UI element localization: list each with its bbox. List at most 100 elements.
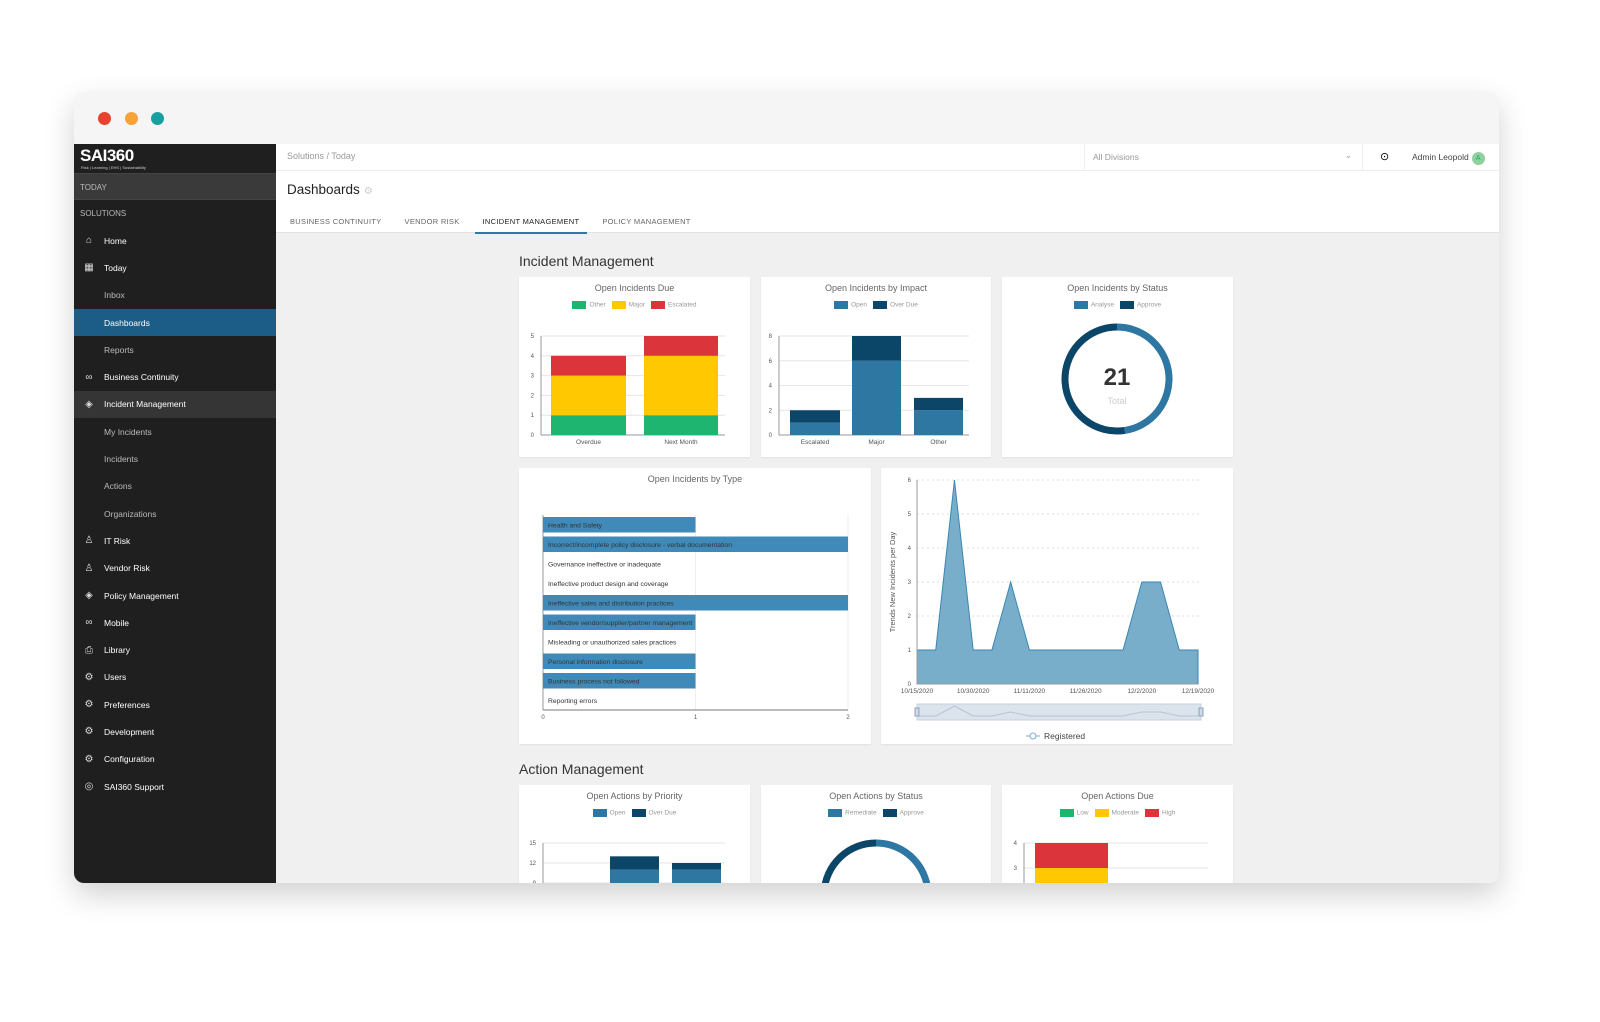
y-tick-label: 0 xyxy=(531,433,535,439)
chart-legend: Other Major Escalated xyxy=(519,301,750,309)
section-title-action: Action Management xyxy=(519,761,644,777)
minimize-window-button[interactable] xyxy=(125,112,138,125)
calendar-icon: ▦ xyxy=(84,262,94,274)
tab-incident-management[interactable]: INCIDENT MANAGEMENT xyxy=(474,214,588,234)
user-menu[interactable]: Admin Leopold A xyxy=(1412,152,1485,165)
legend-item[interactable]: Approve xyxy=(1119,301,1161,309)
sidebar-item-it-risk[interactable]: ♙ IT Risk xyxy=(74,527,276,554)
chart-legend: Remediate Approve xyxy=(761,809,991,817)
sidebar-item-dashboards[interactable]: Dashboards xyxy=(74,308,276,337)
sidebar-item-today[interactable]: ▦ Today xyxy=(74,254,276,281)
bar xyxy=(543,517,696,533)
sidebar-item-business-continuity[interactable]: ∞ Business Continuity xyxy=(74,363,276,390)
sidebar-item-vendor-risk[interactable]: ♙ Vendor Risk xyxy=(74,555,276,582)
close-window-button[interactable] xyxy=(98,112,111,125)
legend-swatch xyxy=(1119,301,1134,309)
sidebar-item-organizations[interactable]: Organizations xyxy=(74,500,276,527)
division-select[interactable]: All Divisions ⌄ xyxy=(1084,144,1363,171)
chart-svg: 0 1 2 3 4 5 Overdue Next Month xyxy=(531,334,725,446)
y-tick-label: 2 xyxy=(531,393,535,399)
page-title: Dashboards ⚙ xyxy=(287,182,373,197)
help-icon[interactable]: ⊙ xyxy=(1380,151,1390,163)
legend-item[interactable]: Other xyxy=(572,301,606,309)
legend-item[interactable]: Escalated xyxy=(650,301,697,309)
y-tick-label: 2 xyxy=(908,614,912,620)
sidebar-item-actions[interactable]: Actions xyxy=(74,473,276,500)
division-value: All Divisions xyxy=(1093,152,1139,162)
sidebar-item-configuration[interactable]: ⚙ Configuration xyxy=(74,746,276,773)
chart-title: Open Actions by Priority xyxy=(586,791,683,801)
legend-item[interactable]: Major xyxy=(611,301,645,309)
sidebar-item-library[interactable]: ⎙ Library xyxy=(74,636,276,663)
tab-policy-management[interactable]: POLICY MANAGEMENT xyxy=(602,217,691,226)
gear-icon: ⚙ xyxy=(84,753,94,765)
sidebar-item-label: My Incidents xyxy=(104,426,152,437)
legend-item[interactable]: Over Due xyxy=(873,301,918,309)
sidebar-item-policy-management[interactable]: ◈ Policy Management xyxy=(74,582,276,609)
logo[interactable]: SAI360 Risk | Learning | EHS | Sustainabi… xyxy=(74,144,276,173)
maximize-window-button[interactable] xyxy=(151,112,164,125)
legend-item[interactable]: Low xyxy=(1059,809,1089,817)
legend-item[interactable]: Moderate xyxy=(1094,809,1139,817)
gear-icon: ⚙ xyxy=(84,671,94,683)
legend-item[interactable]: Open xyxy=(592,809,626,817)
sidebar-item-label: Incidents xyxy=(104,454,139,465)
x-tick-label: 10/30/2020 xyxy=(957,688,990,695)
chart-card-apriority: Open Actions by Priority Open Over Due 9 12 1… xyxy=(519,785,750,883)
legend-item[interactable]: Open xyxy=(834,301,867,309)
y-tick-label: 9 xyxy=(533,881,537,883)
sidebar-item-mobile[interactable]: ∞ Mobile xyxy=(74,609,276,636)
sidebar-today[interactable]: TODAY xyxy=(74,173,276,200)
legend-label: Major xyxy=(628,301,645,309)
y-tick-label: 6 xyxy=(908,478,912,484)
user-icon: ♙ xyxy=(84,535,94,547)
legend-item[interactable]: Approve xyxy=(882,809,924,817)
settings-gear-icon[interactable]: ⚙ xyxy=(363,186,373,197)
sidebar-item-home[interactable]: ⌂ Home xyxy=(74,227,276,254)
app-window: SAI360 Risk | Learning | EHS | Sustainabi… xyxy=(74,92,1499,883)
sidebar-item-development[interactable]: ⚙ Development xyxy=(74,718,276,745)
sidebar-item-reports[interactable]: Reports xyxy=(74,336,276,363)
chart-card-trend: 0 1 2 3 4 5 6 10/15/2020 10/30/2020 11/11/2020 11/… xyxy=(881,468,1233,744)
legend-item[interactable]: Over Due xyxy=(631,809,676,817)
tab-business-continuity[interactable]: BUSINESS CONTINUITY xyxy=(290,217,382,226)
sidebar-item-label: Dashboards xyxy=(104,317,150,328)
bar-label: Misleading or unauthorized sales practic… xyxy=(548,639,677,646)
sidebar-item-sai360-support[interactable]: ◎ SAI360 Support xyxy=(74,773,276,800)
legend-item[interactable]: Remediate xyxy=(828,809,877,817)
legend-label: High xyxy=(1162,809,1176,817)
navigator-handle-left xyxy=(914,707,920,717)
sidebar-item-incident-management[interactable]: ◈ Incident Management xyxy=(74,390,276,419)
sidebar-item-inbox[interactable]: Inbox xyxy=(74,282,276,309)
x-tick-label: 12/19/2020 xyxy=(1182,688,1215,695)
bar-label: Reporting errors xyxy=(548,698,598,705)
y-tick-label: 4 xyxy=(531,354,535,360)
chart-card-impact: Open Incidents by Impact Open Over Due 0 2 4 6… xyxy=(761,277,991,457)
legend-item[interactable]: High xyxy=(1145,809,1175,817)
sidebar-item-label: Development xyxy=(104,726,155,737)
x-tick-label: 0 xyxy=(541,715,545,721)
legend-swatch xyxy=(873,301,888,309)
bar-open xyxy=(790,422,840,435)
chart-title: Open Actions Due xyxy=(1081,791,1154,801)
sidebar-item-preferences[interactable]: ⚙ Preferences xyxy=(74,691,276,718)
bar-over-due xyxy=(914,397,963,411)
x-tick-label: 10/15/2020 xyxy=(901,688,934,695)
breadcrumb[interactable]: Solutions / Today xyxy=(287,151,356,161)
sidebar-item-users[interactable]: ⚙ Users xyxy=(74,664,276,691)
bar xyxy=(543,614,696,630)
legend-swatch xyxy=(1059,809,1074,817)
tab-vendor-risk[interactable]: VENDOR RISK xyxy=(404,217,460,226)
y-tick-label: 6 xyxy=(769,359,773,365)
sidebar-item-incidents[interactable]: Incidents xyxy=(74,445,276,472)
legend-swatch xyxy=(1145,809,1160,817)
y-tick-label: 3 xyxy=(1014,866,1018,872)
bar-high xyxy=(1035,843,1108,868)
logo-text: SAI360 xyxy=(80,146,134,165)
chart-svg: 0 1 2 3 4 5 6 10/15/2020 10/30/2020 11/11/2020 11/… xyxy=(888,478,1215,741)
bar-over-due xyxy=(790,410,840,423)
bar-label: Health and Safety xyxy=(548,522,603,529)
sidebar-item-my-incidents[interactable]: My Incidents xyxy=(74,418,276,445)
legend-label: Over Due xyxy=(890,301,918,309)
legend-item[interactable]: Analyse xyxy=(1073,301,1114,309)
